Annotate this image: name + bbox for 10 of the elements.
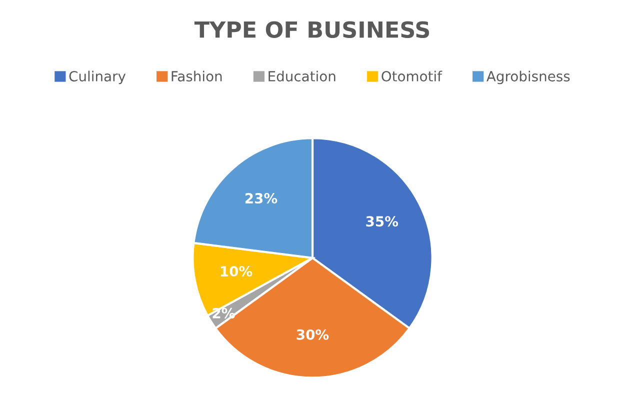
legend-label: Culinary	[69, 70, 126, 84]
data-label: 30%	[296, 329, 329, 340]
chart-title: TYPE OF BUSINESS	[194, 21, 430, 38]
data-label: 23%	[245, 193, 278, 204]
legend-label: Agrobisness	[486, 70, 570, 84]
legend-label: Fashion	[172, 70, 222, 82]
legend-label: Education	[268, 70, 336, 82]
data-label: 10%	[220, 266, 252, 277]
data-label: 35%	[366, 216, 398, 227]
legend-label: Otomotif	[382, 70, 442, 82]
